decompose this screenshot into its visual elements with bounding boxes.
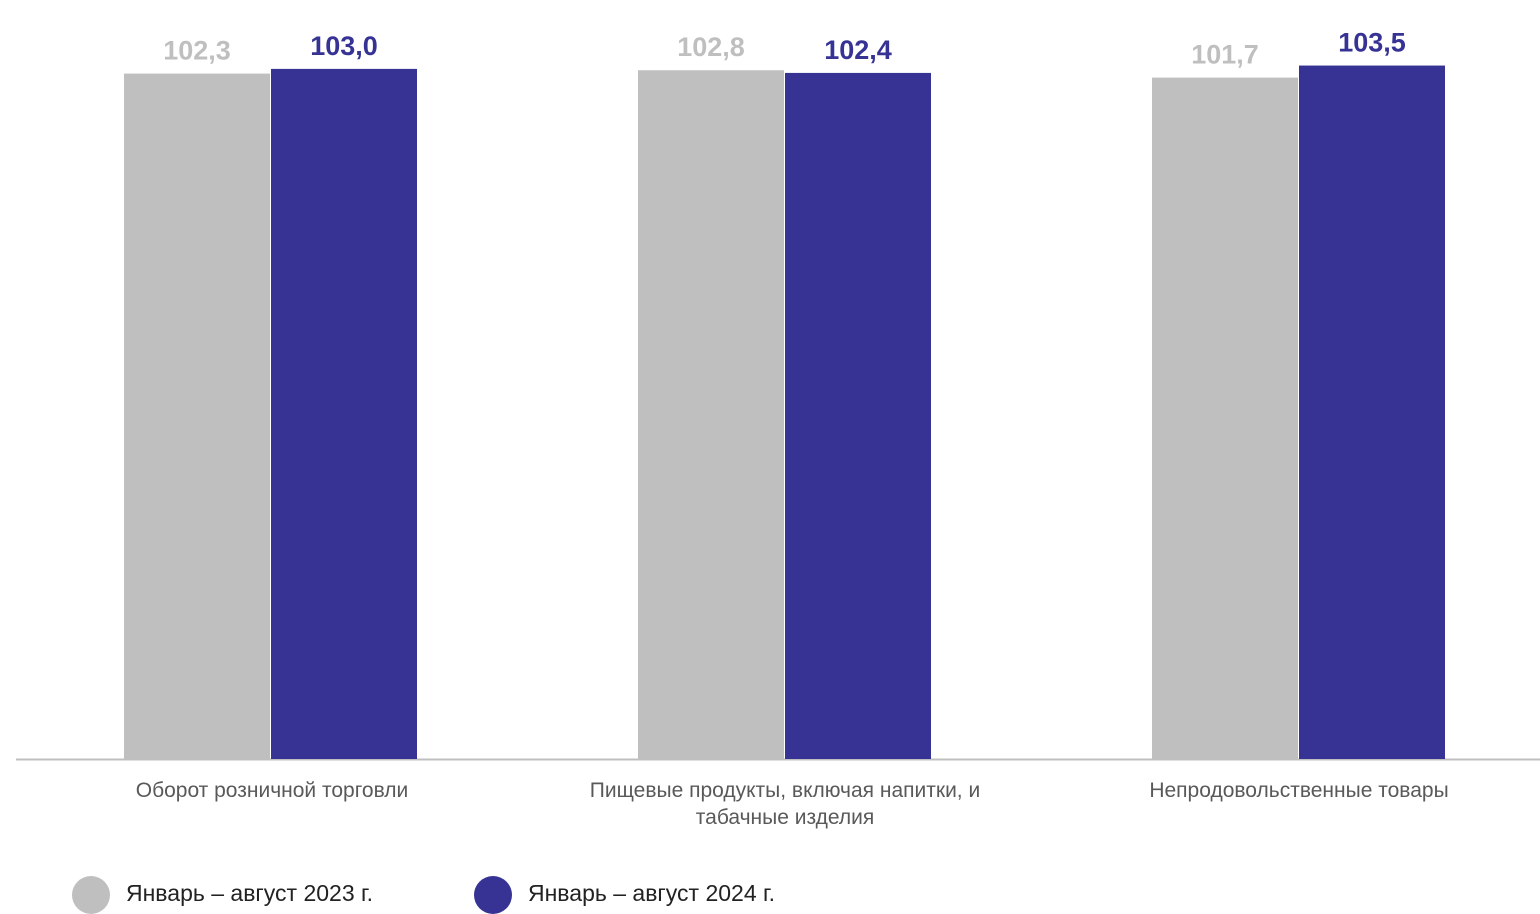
data-label-series2-cat1: 103,0 — [310, 31, 378, 61]
data-label-series2-cat3: 103,5 — [1338, 28, 1406, 58]
legend-label-2023: Январь – август 2023 г. — [126, 880, 374, 906]
category-label-retail-turnover: Оборот розничной торговли — [135, 779, 409, 802]
bar-series2-cat1 — [271, 68, 417, 759]
bar-series2-cat3 — [1299, 65, 1445, 760]
category-label-food-products: Пищевые продукты, включая напитки, и таб… — [589, 779, 981, 829]
legend-swatch-2024 — [474, 876, 512, 914]
legend-label-2024: Январь – август 2024 г. — [528, 880, 776, 906]
data-label-series2-cat2: 102,4 — [824, 35, 892, 65]
bar-series2-cat2 — [785, 72, 931, 760]
category-label-non-food-goods: Непродовольственные товары — [1149, 779, 1449, 802]
bar-series1-cat1 — [124, 73, 270, 760]
bar-series1-cat2 — [638, 70, 784, 760]
legend-swatch-2023 — [72, 876, 110, 914]
data-label-series1-cat2: 102,8 — [677, 32, 745, 62]
bar-series1-cat3 — [1152, 77, 1298, 760]
data-label-series1-cat3: 101,7 — [1191, 40, 1259, 70]
data-label-series1-cat1: 102,3 — [163, 36, 231, 66]
